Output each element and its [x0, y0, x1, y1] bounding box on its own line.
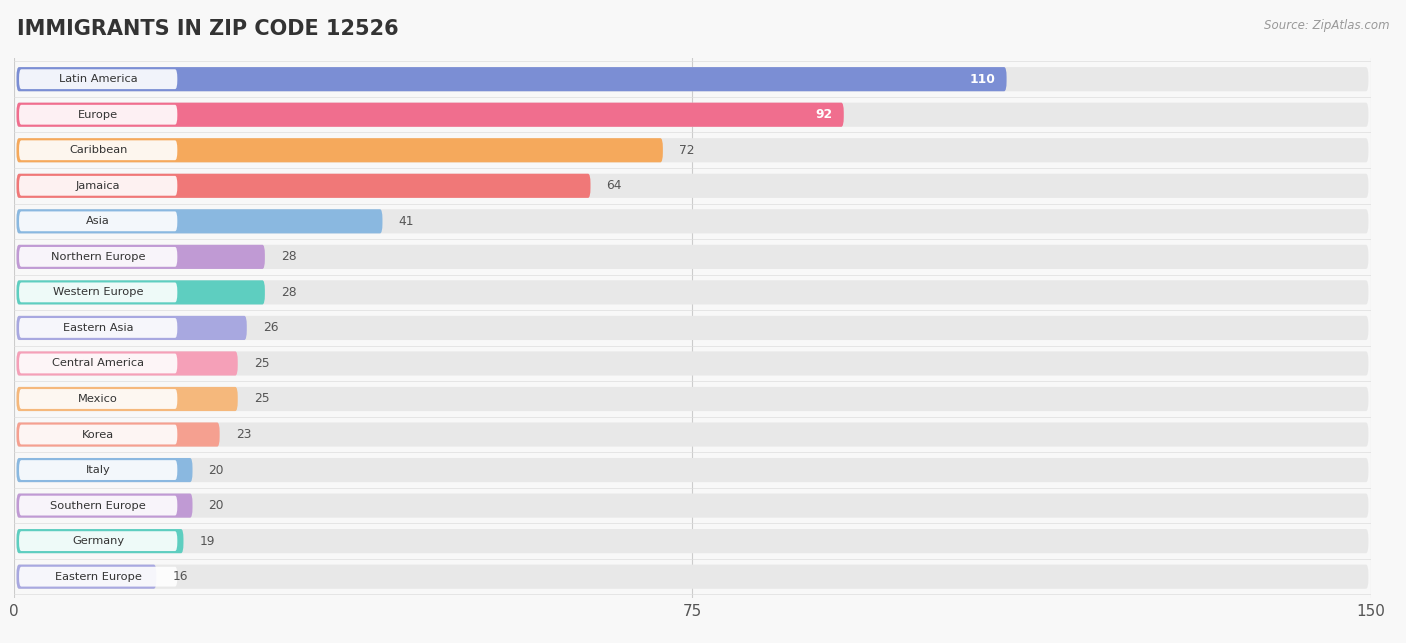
FancyBboxPatch shape	[20, 354, 177, 374]
FancyBboxPatch shape	[17, 245, 264, 269]
Text: Mexico: Mexico	[79, 394, 118, 404]
FancyBboxPatch shape	[17, 458, 1368, 482]
Text: 19: 19	[200, 534, 215, 548]
Text: Northern Europe: Northern Europe	[51, 252, 145, 262]
Text: Europe: Europe	[79, 110, 118, 120]
FancyBboxPatch shape	[17, 209, 1368, 233]
Text: Source: ZipAtlas.com: Source: ZipAtlas.com	[1264, 19, 1389, 32]
FancyBboxPatch shape	[20, 282, 177, 302]
FancyBboxPatch shape	[17, 103, 844, 127]
FancyBboxPatch shape	[20, 566, 177, 586]
Text: 23: 23	[236, 428, 252, 441]
Text: 20: 20	[208, 464, 224, 476]
Text: Italy: Italy	[86, 465, 111, 475]
FancyBboxPatch shape	[17, 387, 1368, 411]
Text: 64: 64	[606, 179, 621, 192]
FancyBboxPatch shape	[17, 138, 1368, 162]
FancyBboxPatch shape	[17, 174, 1368, 198]
FancyBboxPatch shape	[17, 280, 264, 305]
FancyBboxPatch shape	[20, 105, 177, 125]
Text: 28: 28	[281, 250, 297, 264]
Text: Asia: Asia	[86, 216, 110, 226]
FancyBboxPatch shape	[17, 174, 591, 198]
FancyBboxPatch shape	[17, 494, 193, 518]
Text: Germany: Germany	[72, 536, 124, 546]
FancyBboxPatch shape	[17, 422, 219, 447]
Text: Korea: Korea	[82, 430, 114, 440]
FancyBboxPatch shape	[20, 318, 177, 338]
Text: 28: 28	[281, 286, 297, 299]
Text: 72: 72	[679, 144, 695, 157]
FancyBboxPatch shape	[20, 531, 177, 551]
FancyBboxPatch shape	[20, 176, 177, 195]
FancyBboxPatch shape	[17, 138, 662, 162]
FancyBboxPatch shape	[17, 529, 1368, 553]
FancyBboxPatch shape	[17, 67, 1368, 91]
FancyBboxPatch shape	[17, 316, 247, 340]
FancyBboxPatch shape	[17, 387, 238, 411]
Text: 41: 41	[398, 215, 413, 228]
FancyBboxPatch shape	[17, 529, 183, 553]
FancyBboxPatch shape	[17, 458, 193, 482]
Text: 26: 26	[263, 322, 278, 334]
FancyBboxPatch shape	[20, 69, 177, 89]
Text: 110: 110	[970, 73, 995, 86]
FancyBboxPatch shape	[17, 351, 1368, 376]
FancyBboxPatch shape	[20, 140, 177, 160]
FancyBboxPatch shape	[17, 280, 1368, 305]
FancyBboxPatch shape	[17, 565, 1368, 589]
FancyBboxPatch shape	[17, 565, 156, 589]
FancyBboxPatch shape	[20, 460, 177, 480]
FancyBboxPatch shape	[20, 389, 177, 409]
Text: Latin America: Latin America	[59, 74, 138, 84]
FancyBboxPatch shape	[17, 494, 1368, 518]
FancyBboxPatch shape	[17, 209, 382, 233]
FancyBboxPatch shape	[17, 351, 238, 376]
FancyBboxPatch shape	[17, 103, 1368, 127]
Text: Eastern Asia: Eastern Asia	[63, 323, 134, 333]
FancyBboxPatch shape	[20, 247, 177, 267]
Text: Western Europe: Western Europe	[53, 287, 143, 298]
Text: IMMIGRANTS IN ZIP CODE 12526: IMMIGRANTS IN ZIP CODE 12526	[17, 19, 398, 39]
FancyBboxPatch shape	[17, 245, 1368, 269]
Text: Eastern Europe: Eastern Europe	[55, 572, 142, 582]
Text: Central America: Central America	[52, 358, 145, 368]
Text: 25: 25	[253, 392, 270, 406]
FancyBboxPatch shape	[20, 424, 177, 444]
FancyBboxPatch shape	[20, 212, 177, 231]
Text: Southern Europe: Southern Europe	[51, 501, 146, 511]
FancyBboxPatch shape	[17, 67, 1007, 91]
Text: 16: 16	[173, 570, 188, 583]
Text: Jamaica: Jamaica	[76, 181, 121, 191]
Text: Caribbean: Caribbean	[69, 145, 128, 155]
Text: 20: 20	[208, 499, 224, 512]
FancyBboxPatch shape	[17, 422, 1368, 447]
Text: 25: 25	[253, 357, 270, 370]
Text: 92: 92	[815, 108, 832, 122]
FancyBboxPatch shape	[17, 316, 1368, 340]
FancyBboxPatch shape	[20, 496, 177, 516]
